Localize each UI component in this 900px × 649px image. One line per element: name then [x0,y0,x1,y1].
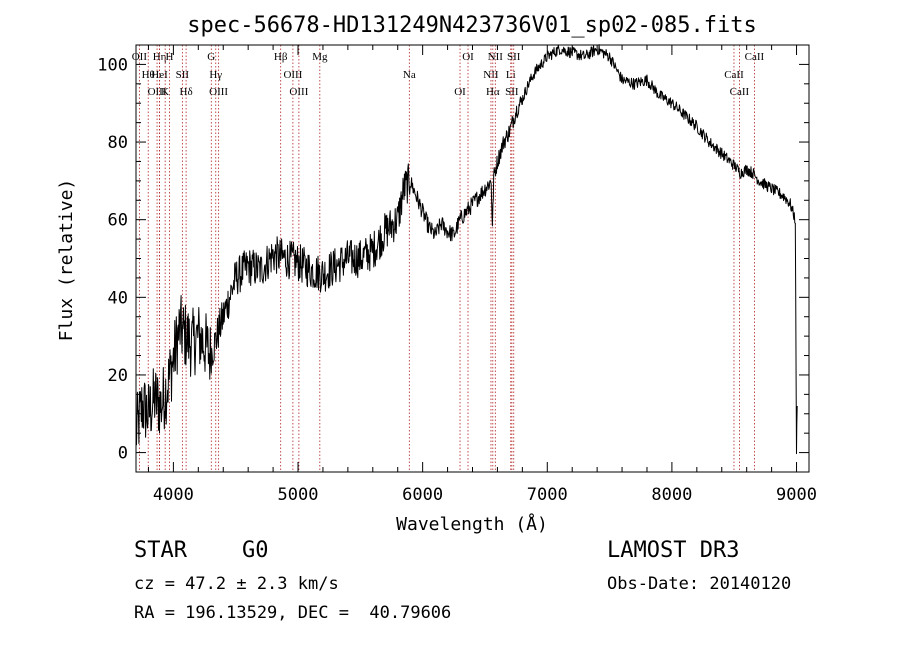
y-tick-label: 100 [97,55,128,75]
line-label: SII [505,86,519,98]
x-tick-label: 4000 [153,485,194,505]
x-tick-label: 8000 [651,485,692,505]
line-label: OII [132,51,148,63]
line-label: K [161,86,169,98]
y-tick-label: 20 [108,366,128,386]
class-label: STAR [134,538,187,563]
x-axis-label: Wavelength (Å) [396,513,548,535]
coords-text: RA = 196.13529, DEC = 40.79606 [134,603,452,623]
line-label: Hβ [274,51,288,63]
line-label: SII [176,69,190,81]
line-label: OI [454,86,466,98]
line-label: OIII [289,86,308,98]
spectrum-chart: spec-56678-HD131249N423736V01_sp02-085.f… [56,13,817,535]
line-label: CaII [724,69,744,81]
x-tick-label: 6000 [402,485,443,505]
line-label: Li [506,69,516,81]
plot-frame [135,44,810,473]
y-axis-label: Flux (relative) [56,179,77,342]
line-label: H [166,51,174,63]
obs-date: Obs-Date: 20140120 [607,574,792,594]
x-tick-label: 5000 [278,485,319,505]
line-label: HeI [151,69,168,81]
survey-label: LAMOST DR3 [607,538,740,563]
line-label: NII [483,69,499,81]
y-axis: 0 20 40 60 80 100 [97,55,809,464]
line-label: SII [507,51,521,63]
line-label: NII [488,51,504,63]
line-label: CaII [730,86,750,98]
line-label: Hα [486,86,500,98]
spectrum-line [135,44,798,455]
line-label: Hθ [142,69,155,81]
y-tick-label: 60 [108,211,128,231]
x-tick-label: 9000 [776,485,817,505]
spectral-line-markers: OIIHθOIIIHηHeIKHSIIHδGHγOIIIHβOIIIOIIIMg… [132,45,765,472]
x-axis: 4000 5000 6000 7000 8000 9000 [147,45,817,505]
y-tick-label: 0 [118,444,128,464]
x-tick-label: 7000 [527,485,568,505]
line-label: OIII [283,69,302,81]
line-label: OIII [148,86,167,98]
line-label: Hδ [180,86,193,98]
y-tick-label: 40 [108,288,128,308]
line-label: G [207,51,215,63]
chart-title: spec-56678-HD131249N423736V01_sp02-085.f… [187,13,757,38]
line-label: Mg [312,51,328,63]
cz-text: cz = 47.2 ± 2.3 km/s [134,574,339,594]
line-label: Hγ [209,69,222,81]
line-label: OI [462,51,474,63]
y-tick-label: 80 [108,133,128,153]
subclass-label: G0 [242,538,269,563]
line-label: CaII [745,51,765,63]
line-label: Na [403,69,416,81]
line-label: OIII [209,86,228,98]
series-layer [135,44,798,455]
